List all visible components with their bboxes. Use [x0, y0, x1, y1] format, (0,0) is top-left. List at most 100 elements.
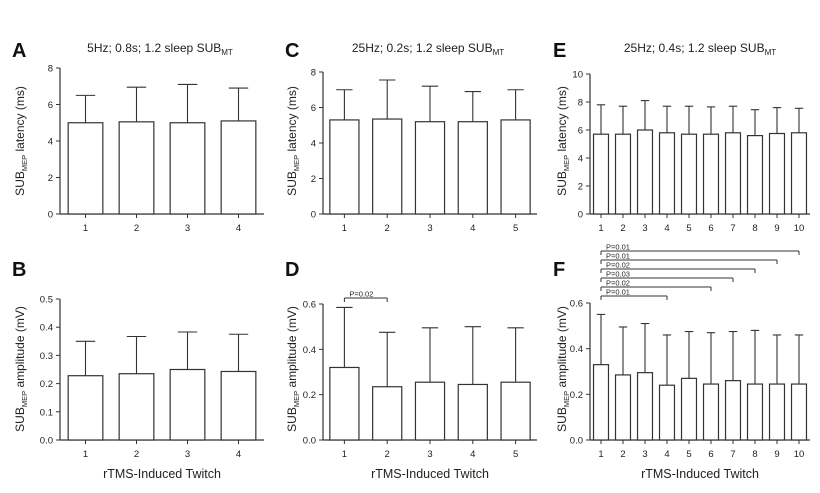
x-tick-label: 4: [664, 223, 669, 234]
bar: [702, 383, 720, 441]
significance-label: P=0.01: [606, 243, 630, 252]
x-tick-label: 3: [185, 223, 190, 234]
y-tick-label: 0.3: [40, 351, 53, 362]
bar: [414, 381, 446, 441]
panel-title-c: 25Hz; 0.2s; 1.2 sleep SUBMT: [352, 41, 504, 57]
bar: [457, 121, 488, 215]
bar: [169, 368, 206, 441]
x-tick-label: 1: [83, 449, 88, 460]
y-tick-label: 8: [578, 98, 583, 109]
bar: [702, 133, 720, 215]
bar: [592, 133, 610, 215]
y-tick-label: 0.2: [570, 390, 583, 401]
bar: [746, 383, 764, 441]
x-tick-label: 10: [794, 223, 805, 234]
significance-label: P=0.01: [606, 288, 630, 297]
bar: [680, 377, 698, 441]
y-tick-label: 0.6: [303, 300, 316, 311]
bar: [67, 122, 104, 215]
y-tick-label: 4: [48, 137, 53, 148]
x-tick-label: 1: [342, 449, 347, 460]
panel-letter-f: F: [553, 259, 565, 281]
y-axis-label-e: SUBMEP latency (ms): [555, 86, 571, 196]
y-tick-label: 0.0: [40, 436, 53, 447]
y-tick-label: 0.5: [40, 295, 53, 306]
y-axis-label-a: SUBMEP latency (ms): [13, 86, 29, 196]
y-tick-label: 0.4: [570, 344, 583, 355]
y-tick-label: 4: [578, 154, 583, 165]
plot-c: 0 2 4 6 8 1 2 3 4 5: [311, 68, 537, 234]
panel-letter-b: B: [12, 259, 26, 281]
x-axis-label-d: rTMS-Induced Twitch: [371, 467, 489, 481]
x-tick-label: 7: [730, 449, 735, 460]
x-tick-label: 3: [427, 449, 432, 460]
x-tick-label: 2: [134, 449, 139, 460]
x-tick-label: 2: [385, 449, 390, 460]
y-tick-label: 0.4: [303, 345, 316, 356]
x-tick-label: 5: [686, 223, 691, 234]
plot-b: 0.0 0.1 0.2 0.3 0.4 0.5 1 2 3 4: [40, 295, 264, 460]
panel-d: D SUBMEP amplitude (mV) 0.0 0.2 0.4 0.6 1 2 3 4…: [285, 259, 537, 481]
bar: [746, 135, 764, 215]
y-tick-label: 6: [311, 103, 316, 114]
bar: [500, 119, 531, 215]
bar: [500, 381, 531, 441]
x-tick-label: 10: [794, 449, 805, 460]
x-tick-label: 2: [620, 449, 625, 460]
bar: [724, 132, 742, 215]
x-tick-label: 3: [427, 223, 432, 234]
x-tick-label: 4: [236, 223, 241, 234]
panel-a: A 5Hz; 0.8s; 1.2 sleep SUBMT SUBMEP late…: [12, 40, 264, 234]
panel-letter-c: C: [285, 40, 299, 62]
bar: [768, 132, 786, 215]
x-tick-label: 8: [752, 449, 757, 460]
bar: [724, 380, 742, 441]
y-tick-label: 0: [48, 210, 53, 221]
y-tick-label: 0.6: [570, 299, 583, 310]
y-tick-label: 0.1: [40, 407, 53, 418]
significance-label: P=0.02: [606, 261, 630, 270]
x-axis-label-b: rTMS-Induced Twitch: [103, 467, 221, 481]
bar: [768, 383, 786, 441]
plot-d: 0.0 0.2 0.4 0.6 1 2 3 4 5 P=0.02: [303, 290, 537, 460]
panel-letter-a: A: [12, 40, 26, 62]
bar: [636, 372, 654, 441]
bar: [790, 383, 808, 441]
plot-f: 0.00.20.40.61 2 3 4 5 6 7 8 9 10P=0.01P=0.01P=0.0…: [570, 243, 810, 460]
y-axis-label-b: SUBMEP amplitude (mV): [13, 306, 29, 432]
y-axis-label-c: SUBMEP latency (ms): [285, 86, 301, 196]
significance-label: P=0.03: [606, 270, 630, 279]
x-tick-label: 1: [83, 223, 88, 234]
x-tick-label: 5: [686, 449, 691, 460]
bar: [372, 386, 403, 441]
y-tick-label: 0: [578, 210, 583, 221]
bar: [614, 374, 632, 441]
bar: [457, 383, 488, 441]
x-tick-label: 4: [236, 449, 241, 460]
bar: [169, 122, 206, 215]
bar: [680, 133, 698, 215]
plot-a: 0 2 4 6 8 1 2 3 4: [48, 64, 264, 234]
significance-label: P=0.02: [606, 279, 630, 288]
bar: [658, 132, 676, 215]
x-tick-label: 5: [513, 223, 518, 234]
x-tick-label: 4: [470, 449, 475, 460]
y-tick-label: 0: [311, 210, 316, 221]
panel-title-a: 5Hz; 0.8s; 1.2 sleep SUBMT: [87, 41, 233, 57]
y-tick-label: 4: [311, 139, 316, 150]
bar: [790, 132, 808, 215]
x-tick-label: 1: [598, 449, 603, 460]
x-tick-label: 6: [708, 223, 713, 234]
y-tick-label: 6: [48, 100, 53, 111]
significance-label: P=0.01: [606, 252, 630, 261]
x-tick-label: 2: [134, 223, 139, 234]
y-tick-label: 0.0: [303, 436, 316, 447]
x-tick-label: 3: [185, 449, 190, 460]
bar: [118, 373, 155, 441]
x-tick-label: 8: [752, 223, 757, 234]
y-tick-label: 2: [578, 182, 583, 193]
y-axis-label-d: SUBMEP amplitude (mV): [285, 306, 301, 432]
bar: [67, 375, 104, 441]
x-tick-label: 9: [774, 449, 779, 460]
